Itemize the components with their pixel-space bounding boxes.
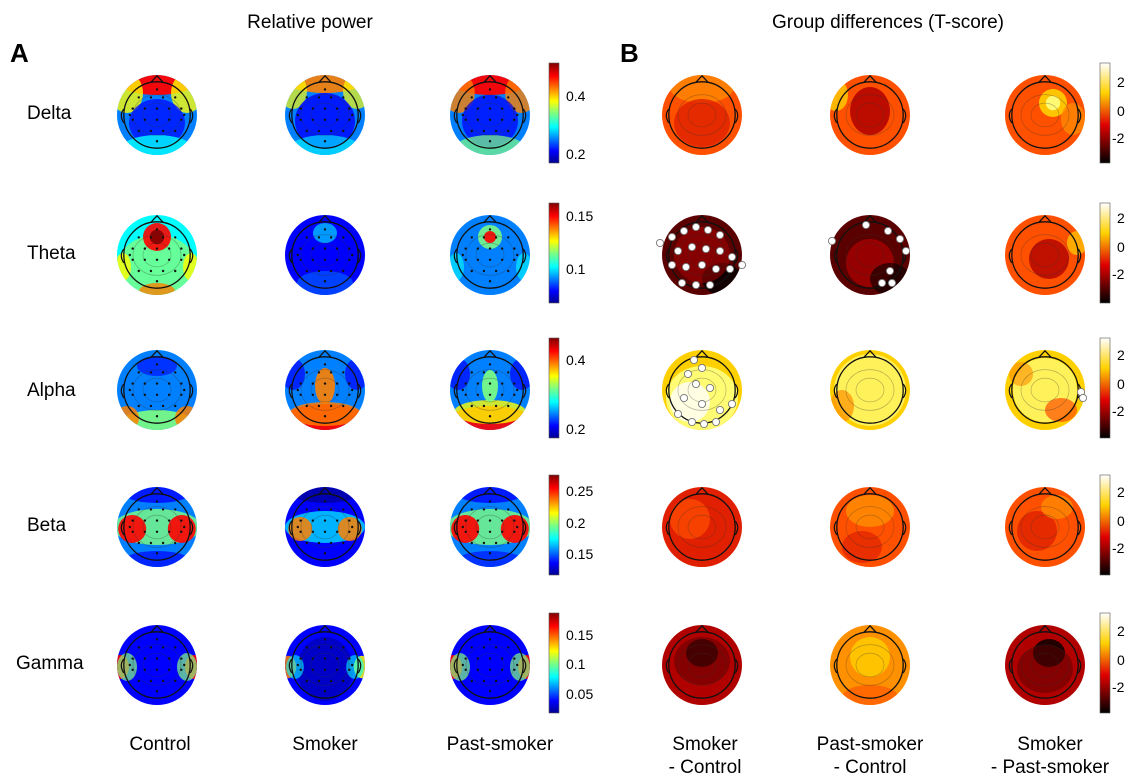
colorbar-t-score: [1099, 62, 1111, 164]
cbar-a-beta-tick: 0.15: [566, 546, 594, 562]
cbar-a-alpha-tick: 0.2: [566, 421, 586, 437]
topomap: [662, 487, 742, 567]
cbar-b-tick: 2: [1117, 484, 1125, 500]
topomap: [117, 215, 197, 295]
row-label-gamma: Gamma: [16, 653, 84, 674]
colorbar-relative-power: [548, 62, 560, 164]
colorbar-relative-power: [548, 202, 560, 304]
topomap: [450, 625, 530, 705]
topomap: [830, 215, 910, 295]
cbar-b-tick: 2: [1117, 623, 1125, 639]
cbar-b-tick: 0: [1117, 376, 1125, 392]
row-label-delta: Delta: [27, 103, 72, 124]
col-label-past-smoker: Past-smoker: [446, 734, 554, 755]
col-label-smoker: Smoker: [292, 734, 358, 755]
cbar-b-tick: 0: [1117, 239, 1125, 255]
topomap: [117, 75, 197, 155]
cbar-b-tick: 0: [1117, 513, 1125, 529]
cbar-b-tick: 2: [1117, 347, 1125, 363]
panel-a-title: Relative power: [247, 12, 373, 33]
topomap: [1005, 625, 1085, 705]
cbar-a-alpha-tick: 0.4: [566, 352, 586, 368]
cbar-b-tick: -2: [1112, 403, 1125, 419]
panel-a-letter: A: [10, 38, 29, 68]
panel-b-title: Group differences (T-score): [772, 12, 1004, 33]
topomap: [662, 350, 742, 430]
col-label-control: Control: [129, 734, 191, 755]
cbar-a-theta-tick: 0.1: [566, 261, 586, 277]
colorbar-relative-power: [548, 337, 560, 439]
topomap: [285, 625, 365, 705]
topomap: [450, 215, 530, 295]
cbar-b-tick: 2: [1117, 74, 1125, 90]
topomap: [1005, 75, 1085, 155]
topomap: [830, 625, 910, 705]
col-label-smoker-minus-control: Smoker - Control: [668, 734, 742, 778]
topomap: [662, 75, 742, 155]
col-label-past-smoker-minus-control: Past-smoker - Control: [816, 734, 924, 778]
cbar-a-beta-tick: 0.25: [566, 483, 594, 499]
topomap: [830, 75, 910, 155]
topomap: [1005, 350, 1085, 430]
row-label-beta: Beta: [27, 515, 67, 536]
panel-b-letter: B: [620, 38, 639, 68]
colorbar-relative-power: [548, 474, 560, 576]
colorbar-t-score: [1099, 612, 1111, 714]
colorbar-t-score: [1099, 202, 1111, 304]
cbar-b-tick: 2: [1117, 210, 1125, 226]
cbar-a-gamma-tick: 0.15: [566, 627, 594, 643]
cbar-a-beta-tick: 0.2: [566, 515, 586, 531]
cbar-a-delta-tick: 0.4: [566, 88, 586, 104]
colorbar-t-score: [1099, 337, 1111, 439]
cbar-b-tick: -2: [1112, 540, 1125, 556]
cbar-b-tick: -2: [1112, 266, 1125, 282]
cbar-a-delta-tick: 0.2: [566, 146, 586, 162]
cbar-a-gamma-tick: 0.05: [566, 686, 594, 702]
cbar-b-tick: 0: [1117, 652, 1125, 668]
topomap: [117, 625, 197, 705]
cbar-a-theta-tick: 0.15: [566, 208, 594, 224]
colorbar-relative-power: [548, 612, 560, 714]
topomap: [450, 487, 530, 567]
topomap: [1005, 215, 1085, 295]
topomap: [830, 350, 910, 430]
topomap: [662, 625, 742, 705]
cbar-b-tick: -2: [1112, 679, 1125, 695]
topomap: [1005, 487, 1085, 567]
cbar-a-gamma-tick: 0.1: [566, 656, 586, 672]
row-label-theta: Theta: [27, 243, 76, 264]
colorbar-t-score: [1099, 474, 1111, 576]
col-label-smoker-minus-past-smoker: Smoker - Past-smoker: [990, 734, 1110, 778]
topomap: [830, 487, 910, 567]
row-label-alpha: Alpha: [27, 380, 76, 401]
cbar-b-tick: -2: [1112, 130, 1125, 146]
cbar-b-tick: 0: [1117, 103, 1125, 119]
